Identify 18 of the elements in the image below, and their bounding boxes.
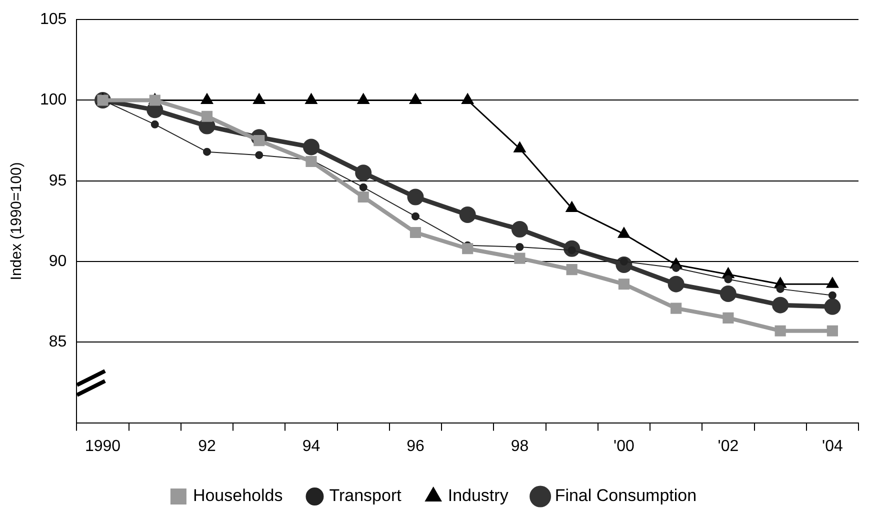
x-tick-label: 1990 [84, 438, 121, 455]
y-tick-label: 90 [48, 252, 67, 270]
x-tick-label: 96 [406, 438, 424, 455]
legend-label: Industry [448, 486, 509, 506]
y-tick-label: 95 [48, 172, 67, 190]
y-tick-label: 105 [40, 11, 67, 28]
y-axis-title: Index (1990=100) [8, 162, 26, 280]
legend-label: Final Consumption [554, 486, 697, 506]
x-tick-label: '04 [822, 438, 843, 455]
x-tick-label: '00 [614, 438, 634, 455]
x-tick-label: '02 [718, 438, 739, 455]
x-tick-label: 98 [510, 438, 529, 455]
x-tick-label: 92 [198, 438, 216, 455]
y-tick-label: 100 [40, 92, 67, 109]
x-tick-label: 94 [302, 438, 320, 455]
legend-label: Transport [329, 486, 402, 506]
y-tick-label: 85 [48, 334, 67, 351]
legend-label: Households [192, 486, 283, 506]
